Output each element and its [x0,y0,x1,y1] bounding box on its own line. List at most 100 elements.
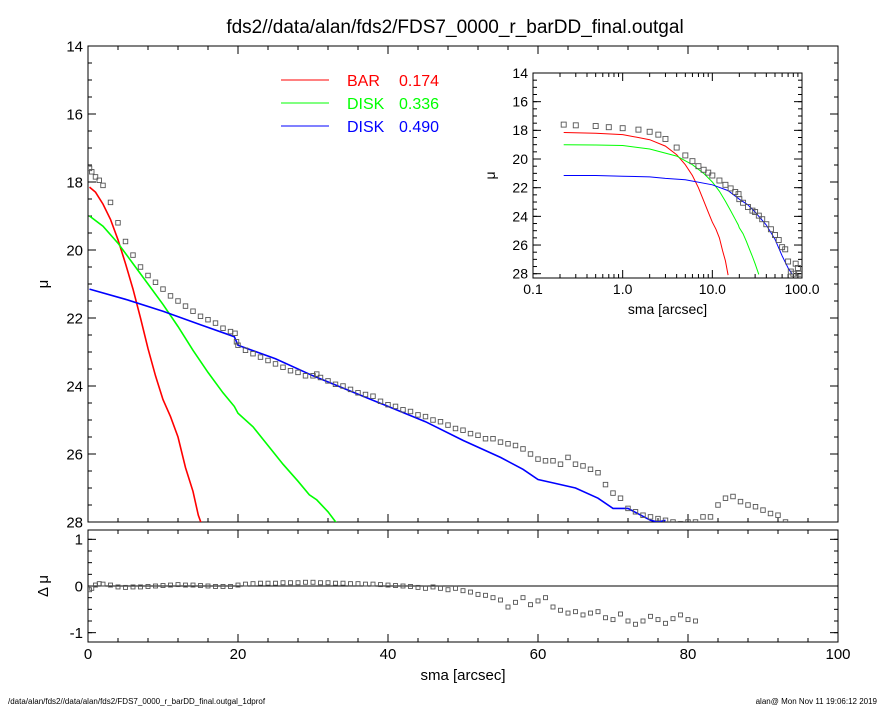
main-data-point [385,402,391,408]
main-series-disk-0-336 [89,215,337,522]
main-data-point [700,514,706,520]
residual-residual-point [378,582,383,588]
inset-ytick-label: 26 [512,237,528,253]
main-data-point [107,199,114,206]
main-data-point [205,317,211,323]
footer-right: alan@ Mon Nov 11 19:06:12 2019 [756,697,878,706]
inset-data-point [790,270,797,277]
inset-data-point [785,258,792,265]
inset-data-point [716,177,723,184]
residual-residual-point [415,584,421,590]
inset-data-point [673,144,680,151]
main-data-point [122,238,129,245]
main-data-point [572,461,579,467]
main-series-disk-0-490 [89,288,666,522]
residual-residual-point [573,609,578,615]
main-data-point [167,293,174,299]
inset-data-point [755,212,762,219]
main-data-point [482,436,489,442]
main-data-point [314,371,320,377]
residual-residual-point [265,580,271,586]
legend-label-1: BAR [347,73,380,90]
main-data-point [265,357,271,364]
main-data-point [460,427,466,433]
residual-residual-point [258,580,263,586]
inset-data-point [740,199,746,206]
main-data-point [233,339,240,345]
residual-residual-point [228,584,233,589]
residual-residual-point [655,617,661,623]
legend-label-2: DISK [347,96,385,113]
residual-residual-point [138,584,143,590]
inset-ytick-label: 24 [512,208,528,224]
main-data-point [317,374,324,381]
residual-residual-point [160,583,166,588]
main-data-point [775,512,781,518]
residual-residual-point [250,581,256,587]
inset-panel: 0.1 1.0 10.0 100.0 14 16 18 20 22 24 26 28 μ sma [arc… [482,65,820,317]
inset-data-point [695,163,702,170]
main-data-point [662,517,669,522]
main-data-point [557,461,564,467]
main-data-point [767,510,774,517]
main-data-point [512,442,519,449]
inset-data-point [560,121,567,128]
inset-frame [532,72,803,279]
main-data-point [685,519,691,522]
residual-residual-point [190,582,196,588]
inset-data-point [689,158,696,165]
residual-residual-point [280,580,286,586]
main-data-point [602,481,609,488]
main-data-point [655,515,661,522]
inset-series-disk-0-336 [563,144,760,275]
main-data-point [287,368,294,374]
main-data-point [355,390,361,396]
main-data-point [760,507,766,513]
inset-data-point [605,124,612,131]
main-data-point [130,252,136,258]
main-data-point [677,521,684,522]
residual-residual-point [400,583,406,589]
residual-residual-point [685,617,691,623]
main-data-point [377,398,384,404]
residual-residual-point [370,581,376,587]
residual-residual-point [325,580,331,586]
inset-xtick-label: 100.0 [784,281,819,297]
residual-residual-point [333,580,338,586]
residual-xtick-label: 20 [230,646,247,663]
residual-residual-point [595,609,601,615]
inset-data-point [709,172,716,179]
inset-xtick-label: 0.1 [523,281,543,297]
residual-residual-point [123,584,128,590]
main-data-point [302,373,309,379]
main-data-point [242,347,249,353]
main-data-point [220,325,226,331]
residual-residual-point [115,584,121,590]
main-data-point [475,432,481,438]
main-data-point [730,493,736,500]
residual-residual-point [633,621,638,627]
residual-residual-point [130,584,136,590]
residual-ytick-label: -1 [70,625,83,642]
inset-data-point [736,196,743,203]
residual-residual-point [348,581,353,587]
residual-residual-point [153,583,158,589]
residual-residual-point [288,580,293,586]
residual-residual-point [543,595,548,601]
residual-residual-point [318,580,323,586]
main-data-point [152,279,159,285]
footer-left: /data/alan/fds2//data/alan/fds2/FDS7_000… [8,697,266,706]
main-data-point [407,408,414,415]
main-data-point [137,264,144,270]
residual-residual-point [235,582,241,588]
main-data-point [722,495,729,501]
residual-residual-point [580,612,586,618]
inset-data-point [722,181,729,188]
residual-residual-point [475,591,481,597]
residual-residual-point [89,585,95,591]
residual-residual-point [385,582,391,588]
inset-data-point [767,226,774,233]
legend-value-3: 0.490 [399,119,439,136]
residual-residual-point [295,580,301,586]
residual-ylabel: Δ μ [35,575,52,597]
